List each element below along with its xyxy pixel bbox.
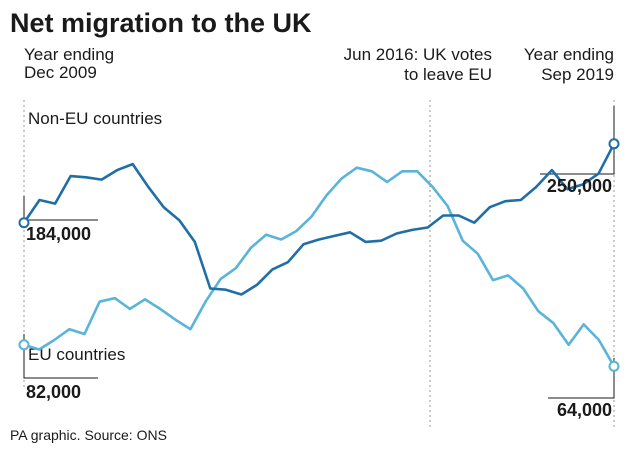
non-eu-end-marker bbox=[608, 138, 620, 150]
eu-countries-line bbox=[23, 166, 616, 367]
non-eu-start-value: 184,000 bbox=[26, 224, 91, 244]
non-eu-start-marker bbox=[18, 217, 30, 229]
non-eu-end-value: 250,000 bbox=[547, 176, 612, 196]
non-eu-countries-line bbox=[22, 143, 616, 296]
eu-end-callout-line bbox=[548, 358, 615, 399]
end-period-label-line2: Sep 2019 bbox=[541, 65, 614, 84]
non-eu-series-label: Non-EU countries bbox=[28, 109, 162, 128]
chart-title: Net migration to the UK bbox=[10, 8, 312, 38]
source-note: PA graphic. Source: ONS bbox=[10, 427, 167, 443]
start-period-label-line1: Year ending bbox=[24, 45, 114, 64]
eu-end-value: 64,000 bbox=[557, 400, 612, 420]
eu-series-label: EU countries bbox=[28, 345, 125, 364]
eu-start-value: 82,000 bbox=[26, 382, 81, 402]
brexit-label-line1: Jun 2016: UK votes bbox=[344, 45, 492, 64]
end-period-label-line1: Year ending bbox=[524, 45, 614, 64]
brexit-label-line2: to leave EU bbox=[404, 65, 492, 84]
non-eu-end-callout-line bbox=[540, 106, 615, 175]
eu-start-marker bbox=[18, 339, 30, 351]
eu-end-marker bbox=[608, 360, 620, 372]
start-period-label-line2: Dec 2009 bbox=[24, 63, 97, 82]
